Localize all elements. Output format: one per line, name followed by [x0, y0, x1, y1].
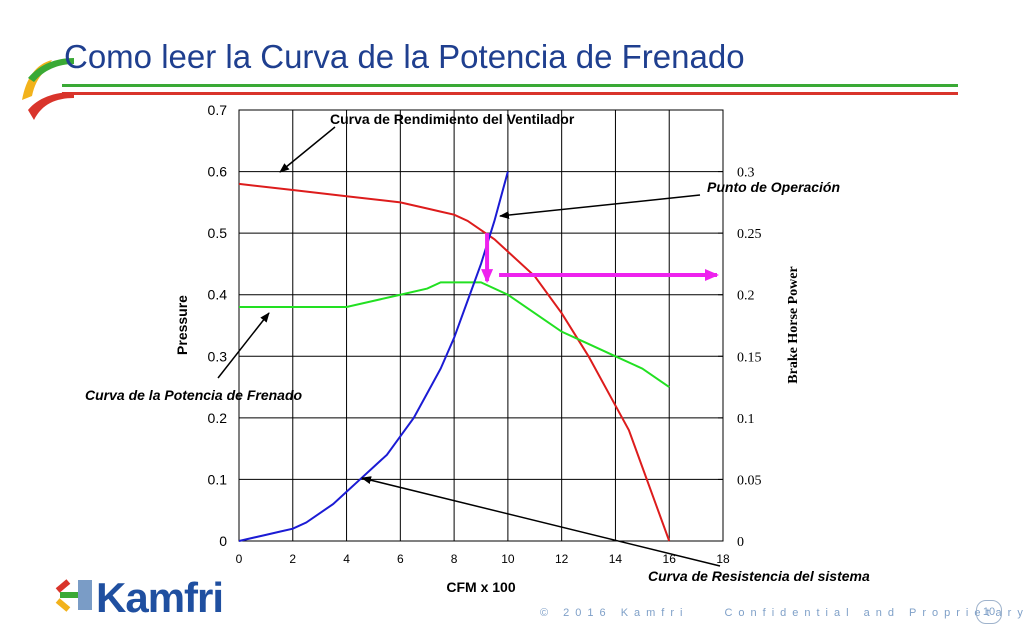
annotation-bhp-curve: Curva de la Potencia de Frenado	[85, 387, 303, 403]
header-red-rule	[62, 92, 958, 95]
x-tick-label: 0	[236, 552, 243, 566]
x-tick-label: 2	[289, 552, 296, 566]
series-line-1	[239, 281, 670, 388]
annotation-arrow-system	[361, 476, 721, 567]
plot-area	[238, 109, 724, 542]
slide-title: Como leer la Curva de la Potencia de Fre…	[64, 38, 745, 75]
x-tick-label: 10	[501, 552, 515, 566]
y-tick-label: 0.3	[208, 348, 228, 364]
logo-green-swoosh	[28, 58, 74, 82]
annotation-arrow-bhp	[217, 312, 270, 379]
y-tick-label: 0	[219, 533, 227, 549]
x-tick-label: 18	[716, 552, 730, 566]
y-tick-label: 0.5	[208, 225, 228, 241]
x-tick-label: 14	[609, 552, 623, 566]
x-tick-label: 4	[343, 552, 350, 566]
header-green-rule	[62, 84, 958, 87]
y2-tick-label: 0.15	[737, 350, 762, 365]
chart-grid	[238, 109, 724, 542]
y-tick-label: 0.4	[208, 287, 228, 303]
footer-confidential: Confidential and Proprietary	[724, 607, 1024, 619]
page-number: 10	[976, 600, 1002, 624]
y2-axis-label: Brake Horse Power	[786, 266, 801, 383]
logo-red-bar	[55, 579, 71, 593]
series-layer	[238, 171, 671, 542]
logo-green-bar	[60, 592, 80, 598]
annotation-fan-curve: Curva de Rendimiento del Ventilador	[330, 111, 575, 127]
y-tick-label: 0.7	[208, 102, 228, 118]
x-tick-label: 6	[397, 552, 404, 566]
y2-tick-label: 0.25	[737, 227, 762, 242]
y2-tick-label: 0.05	[737, 473, 762, 488]
y-tick-label: 0.6	[208, 164, 228, 180]
annotation-arrow-operating	[499, 194, 701, 220]
footer-copyright: © 2016 Kamfri	[540, 607, 689, 619]
logo-blue-block	[78, 580, 92, 610]
header-decoration	[22, 58, 958, 120]
y2-tick-label: 0	[737, 535, 744, 550]
annotation-arrow-fan	[279, 126, 336, 173]
y-tick-label: 0.2	[208, 410, 228, 426]
kamfri-logo-icon	[55, 579, 92, 612]
series-line-2	[238, 171, 509, 542]
footer: © 2016 Kamfri Confidential and Proprietar…	[540, 607, 1024, 619]
tick-layer: 0 2 4 6 8 10 12 14 16 18 0 0.1 0.2 0.3 0.4 0.5 0.6 0.7 0 0.…	[174, 102, 801, 595]
series-line-0	[238, 182, 671, 542]
annotation-operating-point: Punto de Operación	[707, 179, 840, 195]
x-tick-label: 8	[451, 552, 458, 566]
y-tick-label: 0.1	[208, 471, 228, 487]
logo-red-swoosh	[28, 92, 74, 120]
x-tick-label: 12	[555, 552, 569, 566]
x-tick-label: 16	[663, 552, 677, 566]
y2-tick-label: 0.1	[737, 412, 755, 427]
y2-tick-label: 0.2	[737, 289, 755, 304]
logo-yellow-bar	[55, 598, 71, 612]
x-axis-label: CFM x 100	[446, 579, 515, 595]
plot-frame	[238, 109, 724, 542]
annotation-system-curve: Curva de Resistencia del sistema	[648, 568, 870, 584]
annotation-layer: Curva de Rendimiento del Ventilador Punto…	[85, 111, 870, 584]
company-logo-text: Kamfri	[96, 574, 224, 621]
y2-tick-label: 0.3	[737, 166, 755, 181]
y-axis-label: Pressure	[174, 295, 190, 355]
